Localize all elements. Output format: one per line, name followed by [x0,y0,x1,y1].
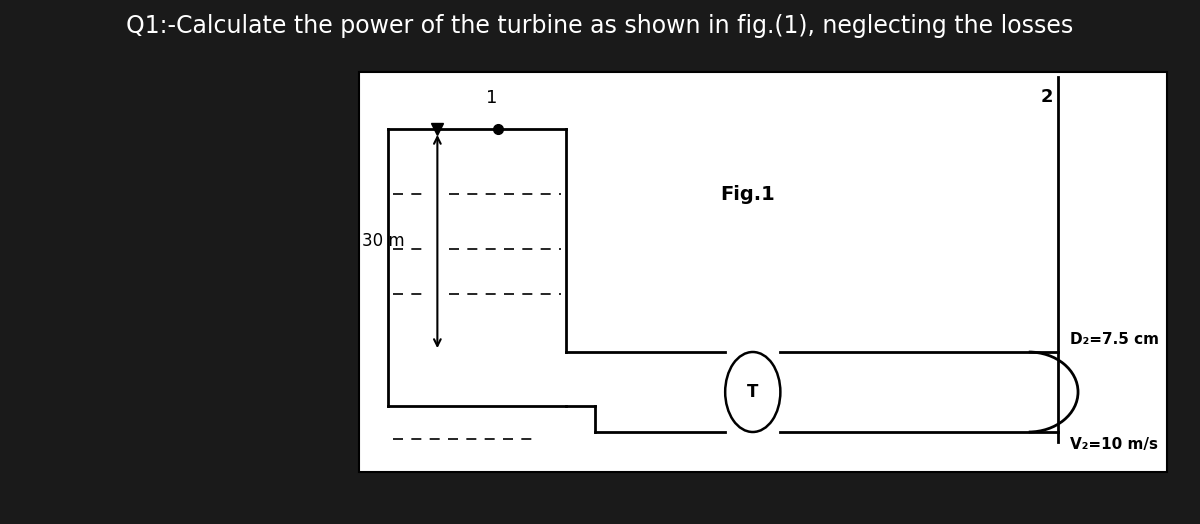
Text: 30 m: 30 m [362,233,404,250]
Text: D₂=7.5 cm: D₂=7.5 cm [1070,332,1159,347]
Bar [359,72,1166,472]
Text: 1: 1 [486,89,497,107]
Text: Q1:-Calculate the power of the turbine as shown in fig.(1), neglecting the losse: Q1:-Calculate the power of the turbine a… [126,14,1074,38]
Ellipse shape [725,352,780,432]
Text: T: T [748,383,758,401]
Text: Fig.1: Fig.1 [720,184,775,203]
Text: V₂=10 m/s: V₂=10 m/s [1070,437,1158,452]
Text: 2: 2 [1040,88,1052,106]
